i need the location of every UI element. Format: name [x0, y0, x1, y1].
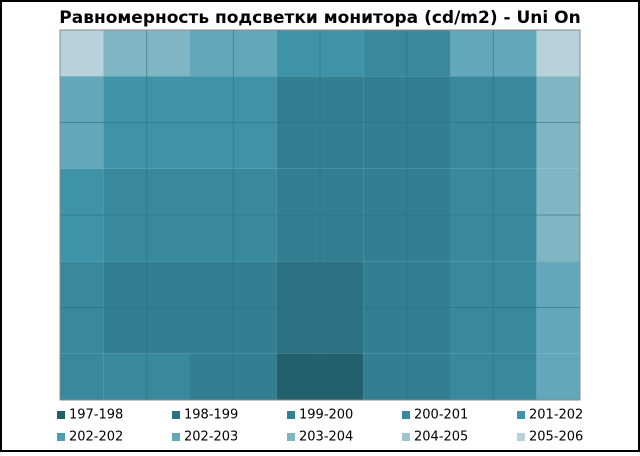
legend-label: 202-202: [69, 430, 123, 445]
legend-label: 200-201: [414, 408, 468, 423]
legend-swatch: [172, 411, 180, 419]
legend-label: 203-204: [299, 430, 353, 445]
plot-border: [59, 29, 581, 401]
legend-swatch: [517, 411, 525, 419]
legend-label: 197-198: [69, 408, 123, 423]
legend-label: 205-206: [529, 430, 583, 445]
contour-cell: [60, 30, 104, 77]
contour-cell: [536, 30, 580, 77]
legend-label: 198-199: [184, 408, 238, 423]
legend-label: 202-203: [184, 430, 238, 445]
legend-swatch: [57, 411, 65, 419]
plot-area: [60, 30, 580, 400]
legend-swatch: [402, 433, 410, 441]
legend-swatch: [402, 411, 410, 419]
chart-title: Равномерность подсветки монитора (cd/m2)…: [59, 8, 580, 28]
legend-swatch: [57, 433, 65, 441]
legend-swatch: [517, 433, 525, 441]
legend-swatch: [287, 433, 295, 441]
legend-label: 199-200: [299, 408, 353, 423]
legend-label: 201-202: [529, 408, 583, 423]
legend-label: 204-205: [414, 430, 468, 445]
contour-cell: [536, 353, 580, 400]
legend-swatch: [287, 411, 295, 419]
contour-cell: [60, 353, 104, 400]
legend-swatch: [172, 433, 180, 441]
legend: 197-198 198-199 199-200 200-201 201-202 202-2…: [57, 408, 583, 445]
